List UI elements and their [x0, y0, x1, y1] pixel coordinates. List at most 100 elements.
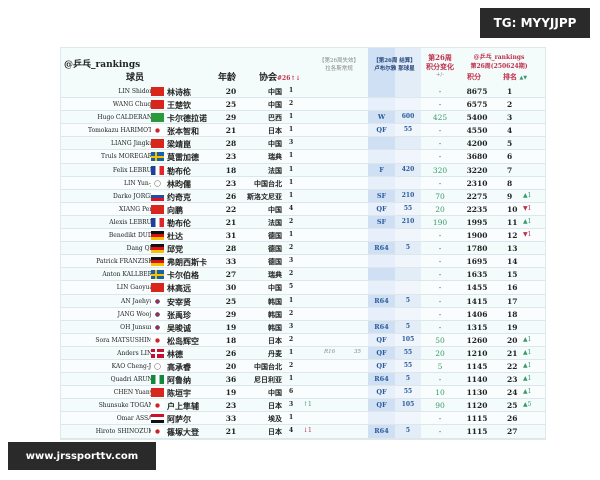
- player-name-cn: 张本智和: [167, 126, 199, 137]
- table-row[interactable]: Truls MOREGARD 莫雷加德 23 瑞典 1 - 3680 6: [61, 150, 545, 164]
- table-row[interactable]: Patrick FRANZISKA 弗朗西斯卡 33 德国 3 - 1695 14: [61, 255, 545, 269]
- table-row[interactable]: XIANG Peng 向鹏 22 中国 4 QF 55 20 2235 10 ▼1: [61, 202, 545, 216]
- player-name-cn: 松岛辉空: [167, 335, 199, 346]
- header-assoc[interactable]: 协会#26↑↓: [259, 73, 301, 83]
- player-name-en: AN Jaehyun: [120, 297, 157, 305]
- player-name-cn: 莫雷加德: [167, 152, 199, 163]
- table-row[interactable]: OH Junsung 吴晙诚 19 韩国 3 R64 5 - 1315 19: [61, 321, 545, 334]
- header-points: 积分: [467, 72, 481, 81]
- table-row[interactable]: LIANG Jingkun 梁靖崑 28 中国 3 - 4200 5: [61, 137, 545, 151]
- world-rank: 24: [507, 388, 518, 398]
- header-change: 第26周 积分变化 +/-: [426, 53, 454, 78]
- rank-move: ▲1: [523, 191, 532, 199]
- player-name-en: Benedikt DUDA: [108, 232, 157, 240]
- table-row[interactable]: Tomokazu HARIMOTO 张本智和 21 日本 1 QF 55 - 4550 4: [61, 124, 545, 138]
- total-points: 1455: [466, 283, 488, 293]
- table-row[interactable]: LIN Yun-Ju 林昀儒 23 中国台北 1 - 2310 8: [61, 176, 545, 190]
- world-rank: 1: [507, 87, 513, 96]
- settled-points: 105: [401, 335, 415, 343]
- association-rank: 1: [289, 178, 294, 186]
- association-rank: 1: [289, 231, 294, 239]
- rank-move: ▼1: [523, 204, 532, 212]
- flag-icon-br: [151, 113, 164, 123]
- player-name-cn: 安宰贤: [167, 296, 191, 307]
- world-rank: 4: [507, 126, 513, 136]
- table-row[interactable]: Quadri ARUNA 阿鲁纳 36 尼日利亚 1 R64 5 - 1140 23 ▲1: [61, 373, 545, 387]
- age: 29: [225, 113, 237, 123]
- table-row[interactable]: Anton KALLBERG 卡尔伯格 27 瑞典 2 - 1635 15: [61, 268, 545, 282]
- age: 18: [225, 335, 237, 345]
- header-expired: 【第26周失效】 拉各斯常规: [319, 58, 359, 72]
- settled-stage: QF: [376, 204, 387, 213]
- table-row[interactable]: WANG Chuqin 王楚钦 25 中国 2 - 6575 2: [61, 98, 545, 112]
- association-rank: 1: [289, 126, 294, 134]
- table-row[interactable]: Sora MATSUSHIMA 松岛辉空 18 日本 2 QF 105 50 1260 20 ▲1: [61, 333, 545, 347]
- flag-icon-cn: [151, 87, 164, 96]
- table-row[interactable]: Dang QIU 邱党 28 德国 2 R64 5 - 1780 13: [61, 242, 545, 256]
- table-row[interactable]: AN Jaehyun 安宰贤 25 韩国 1 R64 5 - 1415 17: [61, 295, 545, 308]
- total-points: 8675: [466, 87, 488, 96]
- table-row[interactable]: Hiroto SHINOZUKA 篠塚大登 21 日本 4 ↓1 R64 5 - 1115 27: [61, 425, 545, 439]
- total-points: 1635: [466, 270, 488, 280]
- total-points: 2235: [466, 204, 488, 214]
- total-points: 4200: [466, 139, 488, 149]
- points-change: 320: [432, 165, 448, 175]
- table-row[interactable]: CHEN Yuanyu 陈垣宇 19 中国 6 QF 55 10 1130 24 ▲1: [61, 386, 545, 400]
- player-name-cn: 勒布伦: [167, 165, 191, 176]
- world-rank: 21: [507, 348, 518, 358]
- settled-points: 55: [403, 388, 413, 396]
- association: 中国: [268, 388, 282, 398]
- table-row[interactable]: Alexis LEBRUN 勒布伦 21 法国 2 SF 210 190 1995 11 ▲1: [61, 216, 545, 230]
- flag-icon-cn: [151, 139, 164, 149]
- header-rank[interactable]: 排名 ▲▼: [503, 72, 528, 81]
- player-name-en: WANG Chuqin: [112, 101, 157, 109]
- table-row[interactable]: Felix LEBRUN 勒布伦 18 法国 1 F 420 320 3220 7: [61, 164, 545, 177]
- table-row[interactable]: LIN Shidong 林诗栋 20 中国 1 - 8675 1: [61, 85, 545, 99]
- points-change: 20: [435, 204, 445, 214]
- player-name-en: Anton KALLBERG: [102, 271, 157, 279]
- table-row[interactable]: KAO Cheng-Jui 高承睿 20 中国台北 2 QF 55 5 1145 22 ▲1: [61, 359, 545, 374]
- rankings-table: @乒乓_rankings 球员 年龄 协会#26↑↓ 【第26周失效】 拉各斯常规…: [60, 47, 546, 440]
- settled-points: 210: [401, 191, 415, 199]
- settled-points: 5: [405, 244, 411, 252]
- table-row[interactable]: Omar ASSAR 阿萨尔 33 埃及 1 - 1115 26: [61, 412, 545, 426]
- table-row[interactable]: Anders LIND 林德 26 丹麦 1 R16 35 QF 55 20 1210 21 ▲1: [61, 347, 545, 360]
- table-row[interactable]: Darko JORGIC 约奇克 26 斯洛文尼亚 1 SF 210 70 2275 9 ▲1: [61, 190, 545, 203]
- association-rank: 1: [289, 414, 294, 422]
- settled-stage: QF: [376, 361, 387, 370]
- association-rank: 1: [289, 375, 294, 383]
- table-row[interactable]: Shunsuke TOGAMI 户上隼辅 23 日本 3 ↑1 QF 105 90 1120 25 ▲…: [61, 399, 545, 413]
- table-row[interactable]: Hugo CALDERANO 卡尔德拉诺 29 巴西 1 W 600 425 5400 3: [61, 111, 545, 125]
- flag-icon-fr: [151, 217, 164, 227]
- association: 中国: [268, 204, 282, 214]
- points-change: -: [438, 309, 442, 319]
- points-change: -: [438, 87, 442, 96]
- association-rank: 2: [289, 309, 294, 317]
- settled-points: 5: [405, 296, 411, 304]
- flag-icon-jp: [151, 401, 164, 411]
- rank-move: ▲1: [523, 375, 532, 383]
- player-name-cn: 林高远: [167, 283, 191, 294]
- world-rank: 13: [507, 244, 518, 254]
- flag-icon-se: [151, 270, 164, 280]
- association-rank-move: ↓1: [303, 427, 312, 435]
- table-row[interactable]: JANG Woojin 张禹珍 29 韩国 2 - 1406 18: [61, 307, 545, 321]
- points-change: -: [438, 270, 442, 280]
- association: 德国: [268, 231, 282, 241]
- settled-points: 420: [401, 165, 415, 173]
- association-rank: 5: [289, 283, 294, 291]
- total-points: 4550: [466, 126, 488, 136]
- points-change: -: [438, 126, 442, 136]
- player-name-en: Omar ASSAR: [116, 415, 157, 423]
- total-points: 5400: [466, 113, 488, 123]
- header-rank-period: @乒乓_rankings 第26周(250624期): [470, 54, 528, 70]
- points-change: 70: [435, 191, 445, 201]
- table-row[interactable]: Benedikt DUDA 杜达 31 德国 1 - 1900 12 ▼1: [61, 229, 545, 243]
- world-rank: 27: [507, 427, 518, 437]
- rank-move: ▲5: [523, 401, 532, 409]
- world-rank: 23: [507, 375, 518, 385]
- age: 21: [225, 217, 237, 227]
- association: 法国: [268, 217, 282, 227]
- table-row[interactable]: LIN Gaoyuan 林高远 30 中国 5 - 1455 16: [61, 281, 545, 295]
- points-change: 90: [435, 401, 445, 411]
